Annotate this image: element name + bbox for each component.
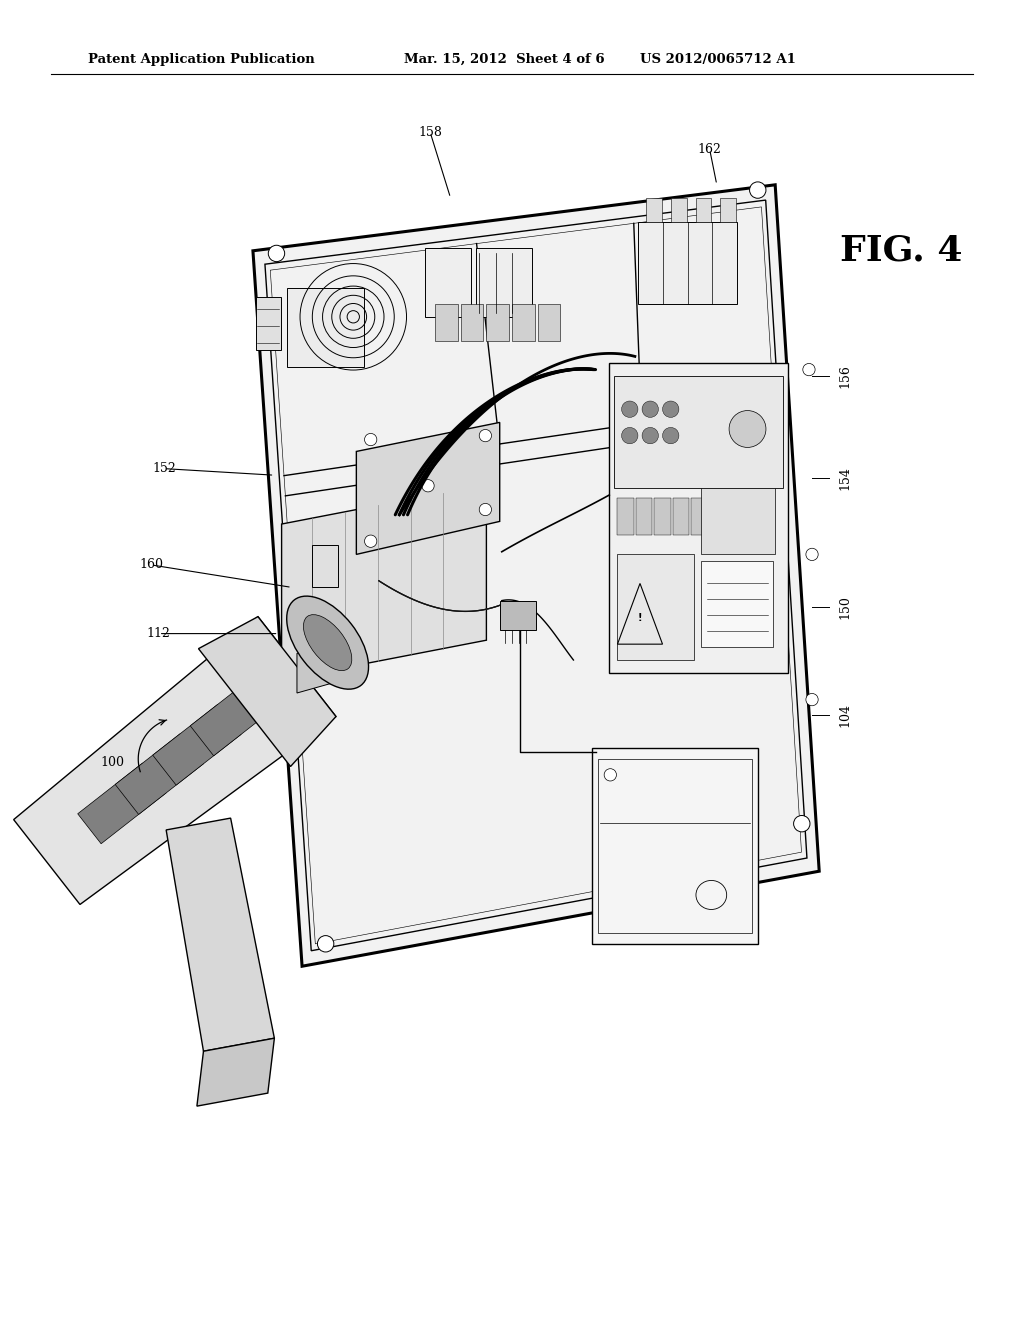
Circle shape [268, 246, 285, 261]
Circle shape [642, 401, 658, 417]
Polygon shape [197, 1039, 274, 1106]
Circle shape [622, 428, 638, 444]
Circle shape [365, 433, 377, 446]
Bar [486, 304, 509, 341]
Circle shape [622, 401, 638, 417]
Polygon shape [190, 675, 279, 756]
Circle shape [642, 428, 658, 444]
Bar [671, 198, 687, 222]
Text: Patent Application Publication: Patent Application Publication [88, 53, 314, 66]
Bar [592, 748, 758, 944]
Circle shape [806, 548, 818, 561]
Bar [476, 248, 532, 317]
Text: !: ! [638, 612, 642, 623]
Text: 162: 162 [697, 143, 722, 156]
Bar [695, 198, 712, 222]
Circle shape [663, 428, 679, 444]
Bar [287, 288, 364, 367]
Text: 104: 104 [839, 704, 851, 727]
Bar [425, 248, 471, 317]
Bar [598, 759, 752, 933]
Bar [538, 304, 560, 341]
Polygon shape [297, 640, 353, 693]
Bar [435, 304, 458, 341]
Circle shape [794, 816, 810, 832]
Circle shape [479, 503, 492, 516]
Polygon shape [153, 705, 241, 785]
Text: 100: 100 [100, 756, 124, 770]
Bar [609, 363, 788, 673]
Text: 112: 112 [146, 627, 171, 640]
Bar [500, 601, 536, 630]
Circle shape [750, 182, 766, 198]
Bar [721, 198, 736, 222]
Text: US 2012/0065712 A1: US 2012/0065712 A1 [640, 53, 796, 66]
Text: 160: 160 [139, 558, 164, 572]
Bar [638, 222, 737, 304]
Polygon shape [78, 763, 166, 843]
Circle shape [479, 429, 492, 442]
Bar [701, 488, 775, 554]
Polygon shape [356, 422, 500, 554]
Ellipse shape [287, 597, 369, 689]
Bar [461, 304, 483, 341]
Text: FIG. 4: FIG. 4 [840, 234, 963, 268]
Bar [512, 304, 535, 341]
Bar [256, 297, 281, 350]
Ellipse shape [303, 615, 352, 671]
Bar [646, 198, 662, 222]
Text: 154: 154 [839, 466, 851, 490]
Text: Mar. 15, 2012  Sheet 4 of 6: Mar. 15, 2012 Sheet 4 of 6 [404, 53, 605, 66]
Bar [728, 498, 744, 535]
Circle shape [422, 479, 434, 492]
Circle shape [317, 936, 334, 952]
Polygon shape [199, 616, 336, 767]
Bar [636, 498, 652, 535]
Bar [654, 498, 671, 535]
Bar [701, 561, 773, 647]
Circle shape [806, 693, 818, 706]
Circle shape [604, 768, 616, 781]
Polygon shape [166, 818, 274, 1051]
Polygon shape [13, 616, 336, 904]
Bar [312, 545, 338, 587]
Polygon shape [253, 185, 819, 966]
Text: 156: 156 [839, 364, 851, 388]
Text: 152: 152 [152, 462, 176, 475]
Bar [673, 498, 689, 535]
Circle shape [729, 411, 766, 447]
Bar [746, 498, 763, 535]
Circle shape [663, 401, 679, 417]
Bar [691, 498, 708, 535]
Bar [710, 498, 726, 535]
Polygon shape [282, 484, 486, 680]
Bar [617, 554, 694, 660]
Circle shape [803, 363, 815, 376]
Polygon shape [116, 734, 204, 814]
Bar [614, 376, 783, 488]
Text: 150: 150 [839, 595, 851, 619]
Circle shape [365, 535, 377, 548]
Text: 158: 158 [418, 125, 442, 139]
Bar [617, 498, 634, 535]
